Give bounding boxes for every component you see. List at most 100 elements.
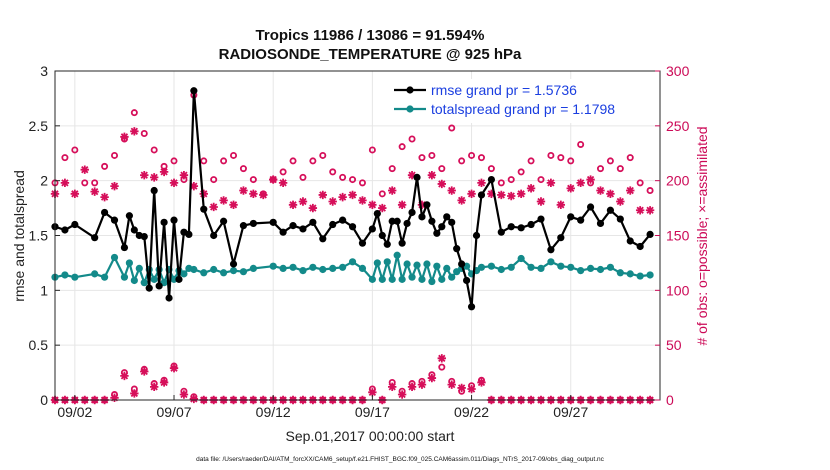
obs-assimilated-point: [368, 200, 377, 209]
rmse-point: [71, 220, 79, 229]
obs-possible-point: [150, 146, 158, 154]
rmse-point: [438, 223, 446, 231]
rmse-point: [596, 219, 605, 228]
obs-possible-point: [368, 146, 376, 154]
totalspread-point: [557, 262, 565, 270]
obs-possible-point: [606, 157, 614, 165]
rmse-point: [348, 223, 357, 231]
totalspread-point: [423, 260, 431, 268]
obs-assimilated-point: [427, 373, 437, 383]
obs-assimilated-point: [110, 393, 119, 403]
rmse-point: [110, 216, 119, 224]
rmse-point: [507, 223, 515, 231]
obs-possible-point: [329, 168, 337, 176]
rmse-point: [170, 216, 178, 224]
obs-assimilated-point: [278, 178, 288, 188]
obs-assimilated-point: [457, 196, 466, 205]
totalspread-point: [577, 266, 585, 275]
rmse-point: [408, 208, 416, 217]
chart-subtitle: RADIOSONDE_TEMPERATURE @ 925 hPa: [219, 46, 522, 63]
rmse-point: [155, 282, 163, 290]
legend-box: [391, 79, 655, 123]
rmse-point: [547, 246, 555, 254]
rmse-point: [269, 218, 277, 226]
obs-assimilated-point: [368, 388, 377, 397]
obs-possible-point: [567, 157, 575, 165]
rmse-point: [443, 213, 451, 221]
totalspread-point: [249, 264, 257, 272]
y2-tick-label: 100: [666, 282, 690, 298]
obs-assimilated-point: [229, 200, 238, 209]
x-axis-label: Sep.01,2017 00:00:00 start: [286, 428, 455, 444]
x-axis: 09/02 09/07 09/12 09/17 09/22 09/27: [57, 395, 588, 420]
obs-possible-point: [438, 165, 446, 173]
obs-possible-point: [200, 157, 208, 165]
grid-lines: [55, 70, 660, 401]
obs-assimilated-point: [616, 197, 625, 206]
totalspread-point: [636, 272, 644, 280]
x-tick-label: 09/02: [57, 404, 92, 420]
totalspread-point: [646, 271, 654, 279]
rmse-point: [517, 224, 525, 232]
obs-assimilated-point: [576, 178, 585, 188]
x-tick-label: 09/17: [355, 404, 390, 420]
obs-assimilated-point: [477, 178, 486, 188]
totalspread-point: [289, 263, 297, 271]
y-tick-label: 2.5: [29, 118, 49, 134]
totalspread-point: [547, 258, 555, 266]
obs-assimilated-point: [467, 189, 476, 199]
y2-tick-label: 300: [666, 63, 690, 79]
totalspread-point: [497, 265, 505, 274]
totalspread-point: [348, 258, 357, 266]
obs-assimilated-point: [298, 197, 308, 206]
obs-assimilated-point: [120, 371, 129, 381]
obs-assimilated-point: [566, 184, 575, 193]
obs-assimilated-point: [447, 380, 456, 389]
obs-assimilated-point: [586, 175, 595, 184]
obs-assimilated-point: [626, 186, 635, 195]
totalspread-point: [239, 268, 248, 276]
totalspread-point: [180, 270, 188, 278]
obs-possible-point: [91, 179, 99, 187]
obs-assimilated-point: [159, 167, 169, 177]
y2-tick-label: 50: [666, 337, 682, 353]
y2-tick-label: 250: [666, 118, 690, 134]
obs-assimilated-point: [149, 173, 159, 182]
obs-assimilated-point: [100, 192, 109, 202]
rmse-point: [586, 203, 595, 211]
legend-marker-totalspread: [406, 105, 414, 113]
y-tick-label: 0.5: [29, 337, 49, 353]
obs-possible-point: [130, 109, 138, 117]
obs-assimilated-point: [388, 382, 397, 392]
obs-possible-point: [537, 176, 545, 184]
obs-possible-point: [349, 176, 357, 184]
totalspread-point: [616, 269, 624, 277]
data-file-note: data file: /Users/raeder/DAI/ATM_forcXX/…: [196, 456, 605, 463]
totalspread-point: [567, 263, 575, 271]
obs-assimilated-point: [110, 181, 119, 191]
obs-possible-point: [309, 157, 317, 165]
rmse-point: [165, 294, 173, 302]
rmse-point: [185, 230, 193, 239]
totalspread-point: [383, 258, 391, 266]
obs-assimilated-point: [348, 190, 357, 200]
obs-assimilated-point: [149, 382, 159, 392]
obs-possible-point: [517, 168, 525, 176]
obs-assimilated-point: [417, 380, 427, 389]
obs-assimilated-point: [268, 175, 278, 184]
totalspread-point: [269, 262, 277, 270]
obs-possible-point: [289, 157, 297, 165]
rmse-point: [150, 186, 158, 195]
obs-assimilated-point: [70, 189, 80, 199]
right-axis: 0 50 100 150 200 250 300: [655, 63, 690, 408]
totalspread-point: [358, 264, 367, 272]
rmse-point: [299, 225, 307, 233]
chart-title: Tropics 11986 / 13086 = 91.594%: [256, 27, 485, 44]
obs-assimilated-point: [417, 200, 427, 209]
rmse-point: [289, 222, 297, 230]
x-tick-label: 09/22: [454, 404, 489, 420]
totalspread-point: [125, 259, 133, 267]
obs-possible-point: [487, 165, 495, 173]
obs-possible-point: [428, 151, 436, 159]
obs-assimilated-point: [219, 196, 228, 205]
